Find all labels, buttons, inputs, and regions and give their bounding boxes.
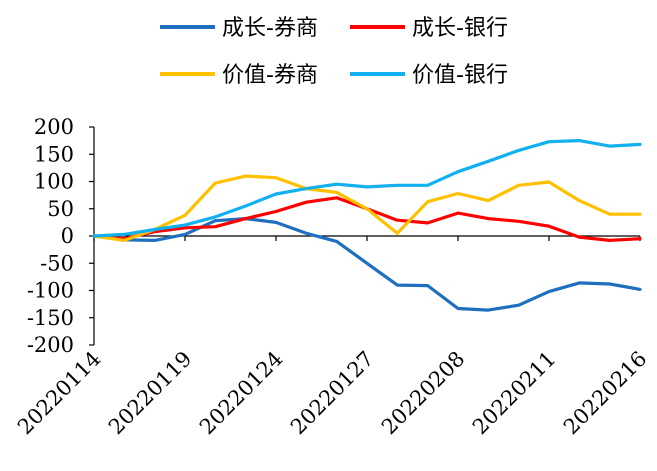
legend-label-0: 成长-券商	[222, 16, 318, 41]
y-tick-label: -200	[27, 333, 74, 357]
y-tick-label: -150	[27, 306, 74, 330]
legend-label-1: 成长-银行	[412, 16, 508, 41]
series-lines	[92, 139, 642, 312]
y-tick-label: -50	[40, 251, 74, 275]
series-line-0	[92, 217, 642, 312]
y-tick-label: 50	[47, 197, 74, 221]
x-tick-label: 20220124	[195, 347, 288, 440]
x-tick-label: 20220127	[286, 347, 379, 440]
x-tick-label: 20220216	[559, 347, 652, 440]
x-tick-label: 20220114	[13, 347, 106, 440]
legend-label-3: 价值-银行	[412, 63, 508, 88]
y-tick-label: 0	[61, 224, 74, 248]
x-tick-label: 20220211	[468, 347, 561, 440]
y-tick-label: -100	[27, 279, 74, 303]
legend-label-2: 价值-券商	[222, 63, 318, 88]
x-tick-label: 20220208	[377, 347, 470, 440]
y-axis: 200 150 100 50 0 -50 -100 -150 -200	[27, 115, 95, 357]
series-line-2	[92, 174, 642, 242]
x-axis: 2022011420220119202201242022012720220208…	[13, 235, 652, 440]
y-tick-label: 100	[34, 170, 74, 194]
y-tick-label: 200	[34, 115, 74, 139]
x-tick-label: 20220119	[104, 347, 197, 440]
y-tick-label: 150	[34, 142, 74, 166]
series-line-3	[92, 139, 642, 238]
